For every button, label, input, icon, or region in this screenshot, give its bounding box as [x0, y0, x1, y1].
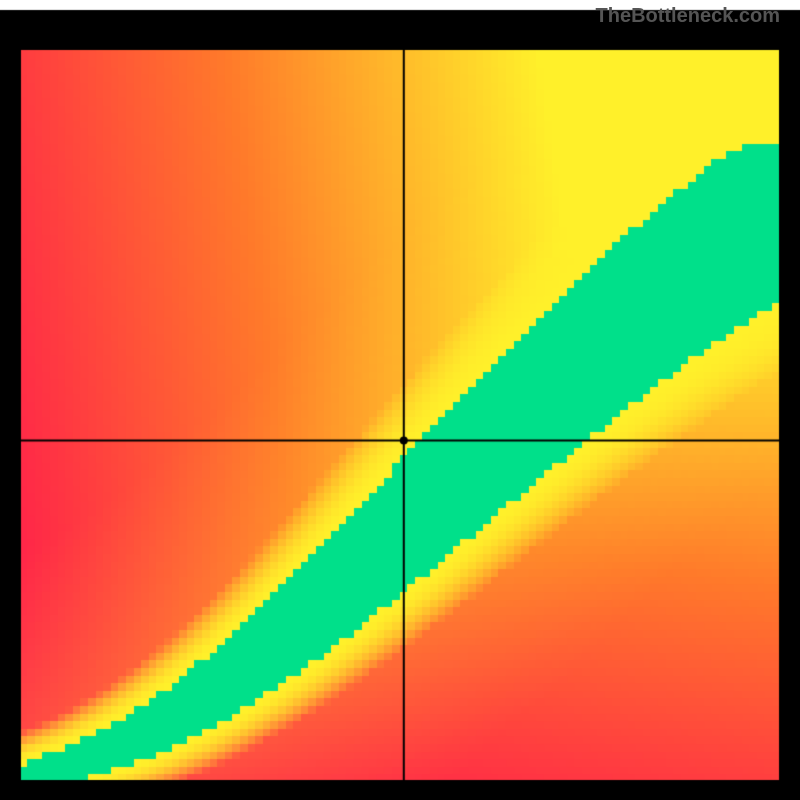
heatmap-container: TheBottleneck.com — [0, 0, 800, 800]
watermark-text: TheBottleneck.com — [596, 5, 780, 28]
bottleneck-heatmap-canvas — [0, 0, 800, 800]
